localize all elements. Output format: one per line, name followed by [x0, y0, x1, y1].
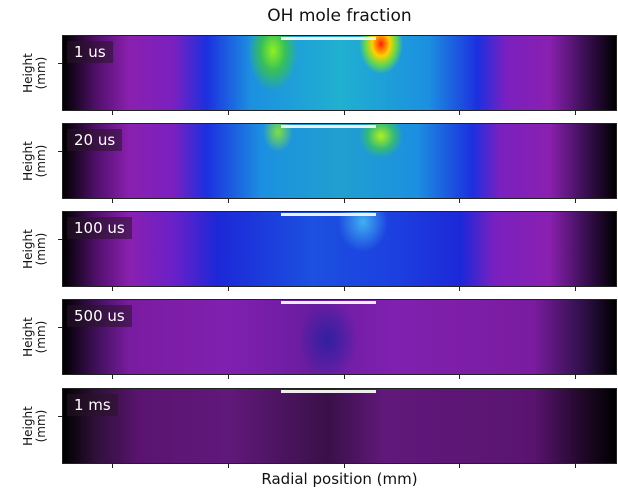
x-tick [459, 374, 460, 379]
marker-bar [281, 125, 376, 128]
y-axis-label: Height (mm) [22, 35, 48, 111]
marker-bar [281, 301, 376, 304]
y-axis-label: Height (mm) [22, 211, 48, 287]
marker-bar [281, 37, 376, 40]
x-tick [228, 463, 229, 468]
panel-label: 100 us [67, 217, 132, 239]
y-axis-label: Height (mm) [22, 388, 48, 464]
y-axis-label: Height (mm) [22, 123, 48, 199]
panel-label: 20 us [67, 129, 122, 151]
chart-title: OH mole fraction [62, 6, 617, 26]
x-tick [344, 463, 345, 468]
x-tick [112, 110, 113, 115]
x-tick [575, 110, 576, 115]
marker-bar [281, 390, 376, 393]
x-tick [459, 286, 460, 291]
x-tick [228, 286, 229, 291]
x-axis-label: Radial position (mm) [62, 470, 617, 488]
y-tick [58, 416, 63, 417]
x-tick [575, 463, 576, 468]
x-tick [344, 374, 345, 379]
x-tick [344, 110, 345, 115]
x-tick [344, 286, 345, 291]
x-tick [112, 286, 113, 291]
x-tick [228, 110, 229, 115]
x-tick [112, 463, 113, 468]
x-tick [575, 198, 576, 203]
x-tick [112, 374, 113, 379]
y-axis-label: Height (mm) [22, 299, 48, 375]
marker-bar [281, 213, 376, 216]
figure: {"chart_data": {"type": "image", "title"… [0, 0, 618, 495]
x-tick [228, 198, 229, 203]
panel-label: 1 ms [67, 394, 118, 416]
x-tick [228, 374, 229, 379]
x-tick [459, 110, 460, 115]
y-tick [58, 327, 63, 328]
x-tick [575, 286, 576, 291]
x-tick [459, 463, 460, 468]
y-tick [58, 63, 63, 64]
x-tick [575, 374, 576, 379]
y-tick [58, 239, 63, 240]
x-tick [459, 198, 460, 203]
y-tick [58, 151, 63, 152]
panel-label: 1 us [67, 41, 113, 63]
x-tick [112, 198, 113, 203]
x-tick [344, 198, 345, 203]
panel-label: 500 us [67, 305, 132, 327]
